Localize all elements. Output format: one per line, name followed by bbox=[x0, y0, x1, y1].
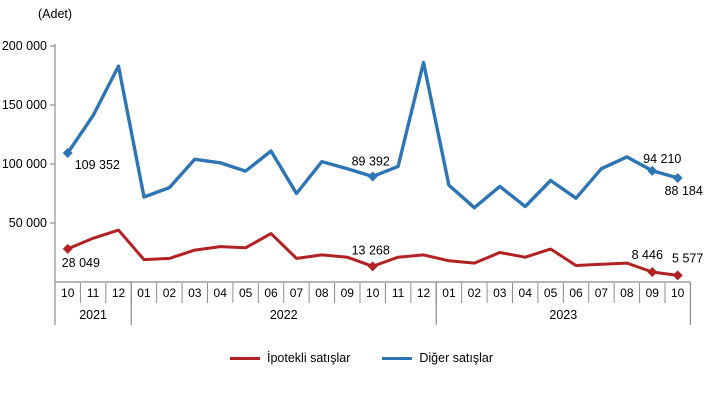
data-point-marker-ipotekli bbox=[62, 243, 73, 254]
data-point-label-ipotekli: 8 446 bbox=[632, 248, 663, 262]
month-label: 11 bbox=[87, 286, 100, 300]
month-label: 12 bbox=[417, 286, 431, 300]
legend-line-swatch-ipotekli bbox=[229, 356, 260, 360]
legend-item-diger: Diğer satışlar bbox=[382, 351, 493, 365]
legend-label-ipotekli: İpotekli satışlar bbox=[266, 351, 351, 365]
year-label: 2023 bbox=[549, 308, 577, 322]
month-label: 02 bbox=[163, 286, 177, 300]
data-point-marker-diger bbox=[367, 171, 378, 182]
data-point-label-ipotekli: 13 268 bbox=[352, 243, 390, 257]
data-point-marker-diger bbox=[672, 172, 683, 183]
month-label: 05 bbox=[239, 286, 253, 300]
month-label: 10 bbox=[671, 286, 685, 300]
year-label: 2021 bbox=[79, 308, 107, 322]
month-label: 06 bbox=[264, 286, 278, 300]
data-point-label-diger: 109 352 bbox=[75, 158, 120, 172]
month-label: 09 bbox=[646, 286, 660, 300]
data-point-label-diger: 94 210 bbox=[643, 152, 681, 166]
legend-label-diger: Diğer satışlar bbox=[419, 351, 493, 365]
month-label: 09 bbox=[341, 286, 355, 300]
month-label: 12 bbox=[112, 286, 126, 300]
data-point-label-ipotekli: 5 577 bbox=[672, 251, 703, 265]
month-label: 03 bbox=[188, 286, 202, 300]
month-label: 10 bbox=[366, 286, 380, 300]
axis-unit-label: (Adet) bbox=[38, 7, 72, 21]
y-tick-label: 150 000 bbox=[2, 98, 47, 112]
month-label: 01 bbox=[442, 286, 456, 300]
month-label: 08 bbox=[620, 286, 634, 300]
month-label: 05 bbox=[544, 286, 558, 300]
legend: İpotekli satışlar Diğer satışlar bbox=[0, 346, 705, 370]
month-label: 07 bbox=[290, 286, 304, 300]
data-point-label-diger: 88 184 bbox=[665, 184, 703, 198]
month-label: 07 bbox=[595, 286, 609, 300]
data-point-marker-ipotekli bbox=[672, 270, 683, 281]
legend-item-ipotekli: İpotekli satışlar bbox=[229, 351, 351, 365]
y-tick-label: 50 000 bbox=[9, 216, 47, 230]
data-point-marker-diger bbox=[62, 147, 73, 158]
year-label: 2022 bbox=[270, 308, 298, 322]
series-line-diger bbox=[65, 60, 680, 210]
plot-area: 50 000 100 000 150 000 200 000 10 11 12 01 02 03 0… bbox=[2, 39, 703, 325]
data-point-marker-diger bbox=[647, 165, 658, 176]
month-label: 08 bbox=[315, 286, 329, 300]
data-point-marker-ipotekli bbox=[367, 261, 378, 272]
data-point-label-ipotekli: 28 049 bbox=[62, 256, 100, 270]
month-label: 10 bbox=[61, 286, 75, 300]
legend-line-swatch-diger bbox=[382, 356, 413, 360]
y-tick-label: 100 000 bbox=[2, 157, 47, 171]
month-label: 04 bbox=[214, 286, 228, 300]
month-label: 03 bbox=[493, 286, 507, 300]
data-point-marker-ipotekli bbox=[647, 267, 658, 278]
month-label: 04 bbox=[519, 286, 533, 300]
y-tick-label: 200 000 bbox=[2, 39, 47, 53]
month-label: 01 bbox=[137, 286, 151, 300]
month-label: 06 bbox=[569, 286, 583, 300]
data-point-label-diger: 89 392 bbox=[352, 155, 390, 169]
month-label: 11 bbox=[392, 286, 405, 300]
month-label: 02 bbox=[468, 286, 482, 300]
